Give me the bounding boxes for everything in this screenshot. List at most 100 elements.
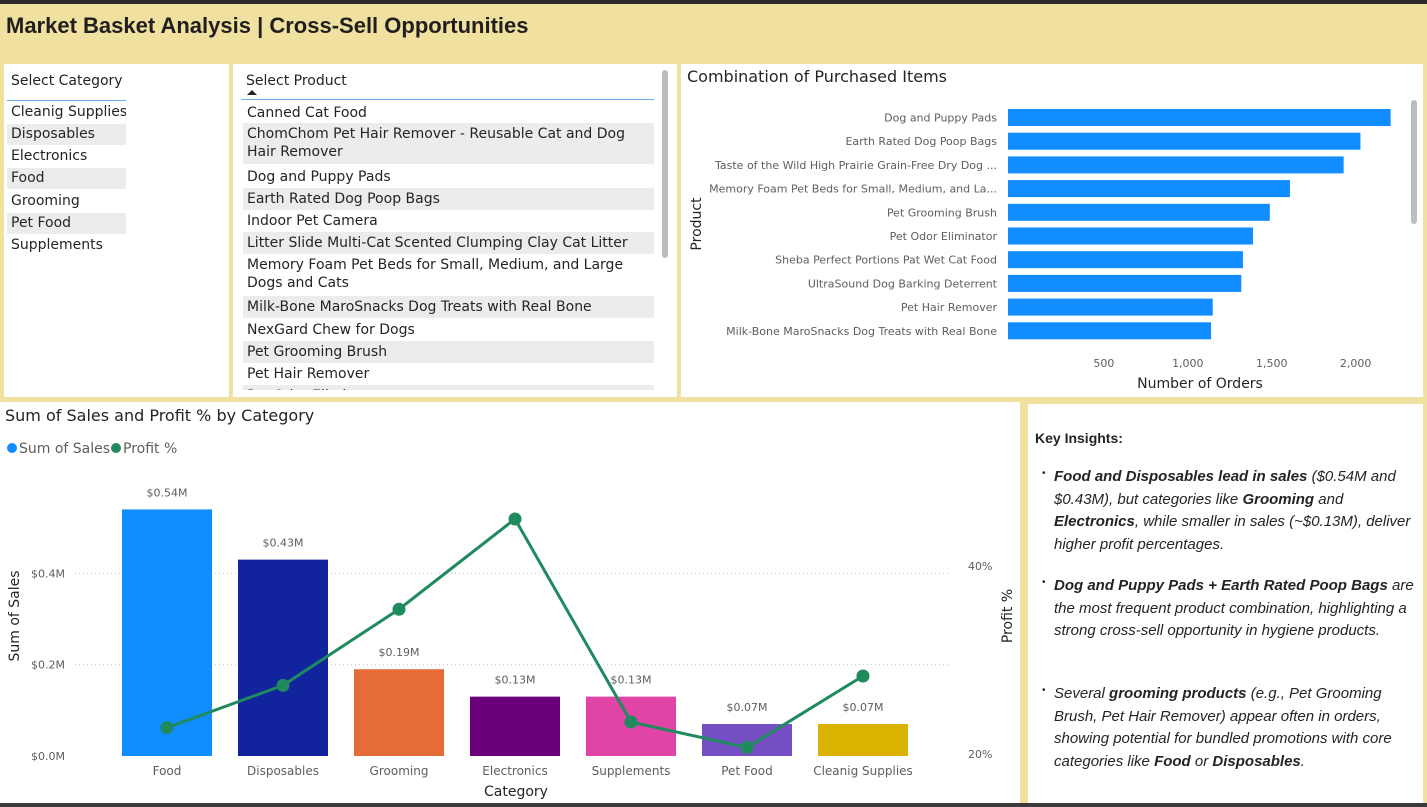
product-bar bbox=[1008, 132, 1361, 150]
x-tick-label: 2,000 bbox=[1340, 357, 1372, 370]
category-tick-label: Pet Food bbox=[721, 764, 773, 778]
x-axis-title: Category bbox=[484, 784, 548, 800]
y-axis-title: Sum of Sales bbox=[7, 570, 23, 661]
product-item[interactable]: Milk-Bone MaroSnacks Dog Treats with Rea… bbox=[243, 296, 654, 318]
product-bar-label: Dog and Puppy Pads bbox=[884, 112, 997, 125]
x-tick-label: 1,000 bbox=[1172, 357, 1204, 370]
insights-panel bbox=[1028, 404, 1423, 803]
product-bar bbox=[1008, 298, 1213, 316]
sales-data-label: $0.43M bbox=[263, 537, 304, 550]
profit-point bbox=[276, 678, 290, 692]
product-scrollbar[interactable] bbox=[662, 70, 668, 258]
sales-bar bbox=[818, 724, 908, 756]
product-item[interactable]: Pet Hair Remover bbox=[247, 366, 370, 382]
product-bar-label: UltraSound Dog Barking Deterrent bbox=[808, 277, 998, 290]
product-item[interactable]: Memory Foam Pet Beds for Small, Medium, … bbox=[247, 257, 624, 291]
bullet-icon: • bbox=[1042, 577, 1046, 588]
legend-sales-label: Sum of Sales bbox=[19, 441, 110, 457]
sales-data-label: $0.13M bbox=[611, 674, 652, 687]
category-item[interactable]: Supplements bbox=[11, 237, 103, 253]
insight-3: • Several grooming products (e.g., Pet G… bbox=[1042, 683, 1420, 773]
y-tick-label: $0.0M bbox=[31, 750, 65, 763]
product-slicer-title: Select Product bbox=[246, 73, 347, 89]
profit-point bbox=[740, 740, 754, 754]
legend-profit-marker bbox=[111, 443, 121, 453]
bullet-icon: • bbox=[1042, 685, 1046, 696]
legend-profit-label: Profit % bbox=[123, 441, 177, 457]
product-bar-label: Pet Odor Eliminator bbox=[890, 230, 998, 243]
product-list: Canned Cat Food ChomChom Pet Hair Remover… bbox=[233, 64, 677, 390]
category-tick-label: Supplements bbox=[592, 764, 671, 778]
product-item[interactable]: Indoor Pet Camera bbox=[247, 213, 378, 229]
product-item[interactable]: Earth Rated Dog Poop Bags bbox=[243, 188, 654, 210]
y2-tick-label: 20% bbox=[968, 748, 992, 761]
combination-chart-title: Combination of Purchased Items bbox=[687, 67, 947, 86]
product-bar bbox=[1008, 156, 1344, 174]
product-slicer-underline bbox=[241, 99, 654, 100]
product-bar bbox=[1008, 180, 1290, 198]
category-slicer: Select Category Cleanig Supplies Disposab… bbox=[4, 64, 229, 397]
product-bar-label: Milk-Bone MaroSnacks Dog Treats with Rea… bbox=[726, 325, 997, 338]
category-item[interactable]: Pet Food bbox=[7, 213, 126, 234]
sales-bar bbox=[470, 696, 560, 756]
category-item[interactable]: Cleanig Supplies bbox=[11, 104, 126, 120]
x-tick-label: 500 bbox=[1093, 357, 1114, 370]
insights-heading: Key Insights: bbox=[1035, 430, 1123, 446]
sales-profit-chart-panel: Sum of Sales and Profit % by Category Su… bbox=[0, 402, 1020, 803]
combination-chart-panel: Combination of Purchased Items Dog and P… bbox=[681, 64, 1423, 397]
sales-bar bbox=[238, 559, 328, 756]
product-slicer: Select Product Canned Cat Food ChomChom P… bbox=[233, 64, 677, 397]
profit-point bbox=[160, 721, 174, 735]
product-item[interactable]: ChomChom Pet Hair Remover - Reusable Cat… bbox=[243, 123, 654, 164]
category-slicer-title: Select Category bbox=[11, 73, 123, 89]
category-item[interactable]: Disposables bbox=[7, 124, 126, 145]
category-tick-label: Disposables bbox=[247, 764, 319, 778]
category-item[interactable]: Electronics bbox=[11, 148, 88, 164]
y2-tick-label: 40% bbox=[968, 560, 992, 573]
y-tick-label: $0.4M bbox=[31, 567, 65, 580]
x-tick-label: 1,500 bbox=[1256, 357, 1288, 370]
product-bar bbox=[1008, 274, 1242, 292]
product-item[interactable]: Canned Cat Food bbox=[247, 105, 367, 121]
insight-1: • Food and Disposables lead in sales ($0… bbox=[1042, 466, 1420, 556]
category-slicer-underline bbox=[7, 100, 126, 101]
product-bar bbox=[1008, 203, 1270, 221]
product-bar bbox=[1008, 322, 1212, 340]
sales-data-label: $0.07M bbox=[843, 701, 884, 714]
product-bar bbox=[1008, 109, 1391, 126]
profit-point bbox=[392, 602, 406, 616]
product-bar-label: Sheba Perfect Portions Pat Wet Cat Food bbox=[775, 254, 997, 267]
category-item[interactable]: Food bbox=[7, 168, 126, 189]
product-bar-label: Pet Grooming Brush bbox=[887, 206, 997, 219]
sales-data-label: $0.07M bbox=[727, 701, 768, 714]
sort-ascending-icon[interactable] bbox=[247, 90, 257, 96]
product-bar bbox=[1008, 227, 1254, 245]
insight-2: • Dog and Puppy Pads + Earth Rated Poop … bbox=[1042, 575, 1420, 643]
product-item[interactable]: Pet Odor Eliminator bbox=[243, 385, 654, 390]
product-bar-label: Pet Hair Remover bbox=[901, 301, 998, 314]
y-axis-title: Product bbox=[689, 197, 705, 251]
profit-point bbox=[508, 512, 522, 526]
sales-data-label: $0.13M bbox=[495, 674, 536, 687]
sales-bar bbox=[122, 509, 212, 756]
sales-profit-chart-title: Sum of Sales and Profit % by Category bbox=[5, 406, 315, 425]
window-top-edge bbox=[0, 0, 1427, 4]
category-tick-label: Food bbox=[153, 764, 182, 778]
product-item[interactable]: NexGard Chew for Dogs bbox=[247, 322, 415, 338]
y2-axis-title: Profit % bbox=[1000, 589, 1016, 643]
product-item[interactable]: Pet Grooming Brush bbox=[243, 341, 654, 363]
combination-chart-scrollbar[interactable] bbox=[1411, 100, 1417, 224]
sales-profit-chart: Sum of Sales Profit % $0.0M $0.2M $0.4M 20% 40… bbox=[7, 441, 1016, 800]
category-tick-label: Electronics bbox=[482, 764, 547, 778]
legend-sales-marker bbox=[7, 443, 17, 453]
profit-point bbox=[624, 715, 638, 729]
sales-bar bbox=[354, 669, 444, 756]
x-axis-title: Number of Orders bbox=[1137, 376, 1263, 392]
category-item[interactable]: Grooming bbox=[11, 193, 80, 209]
product-item[interactable]: Litter Slide Multi-Cat Scented Clumping … bbox=[243, 232, 654, 254]
product-item[interactable]: Dog and Puppy Pads bbox=[247, 169, 391, 185]
product-bar bbox=[1008, 251, 1243, 269]
product-bar-label: Taste of the Wild High Prairie Grain-Fre… bbox=[714, 159, 997, 172]
page-title: Market Basket Analysis | Cross-Sell Oppo… bbox=[6, 13, 529, 38]
